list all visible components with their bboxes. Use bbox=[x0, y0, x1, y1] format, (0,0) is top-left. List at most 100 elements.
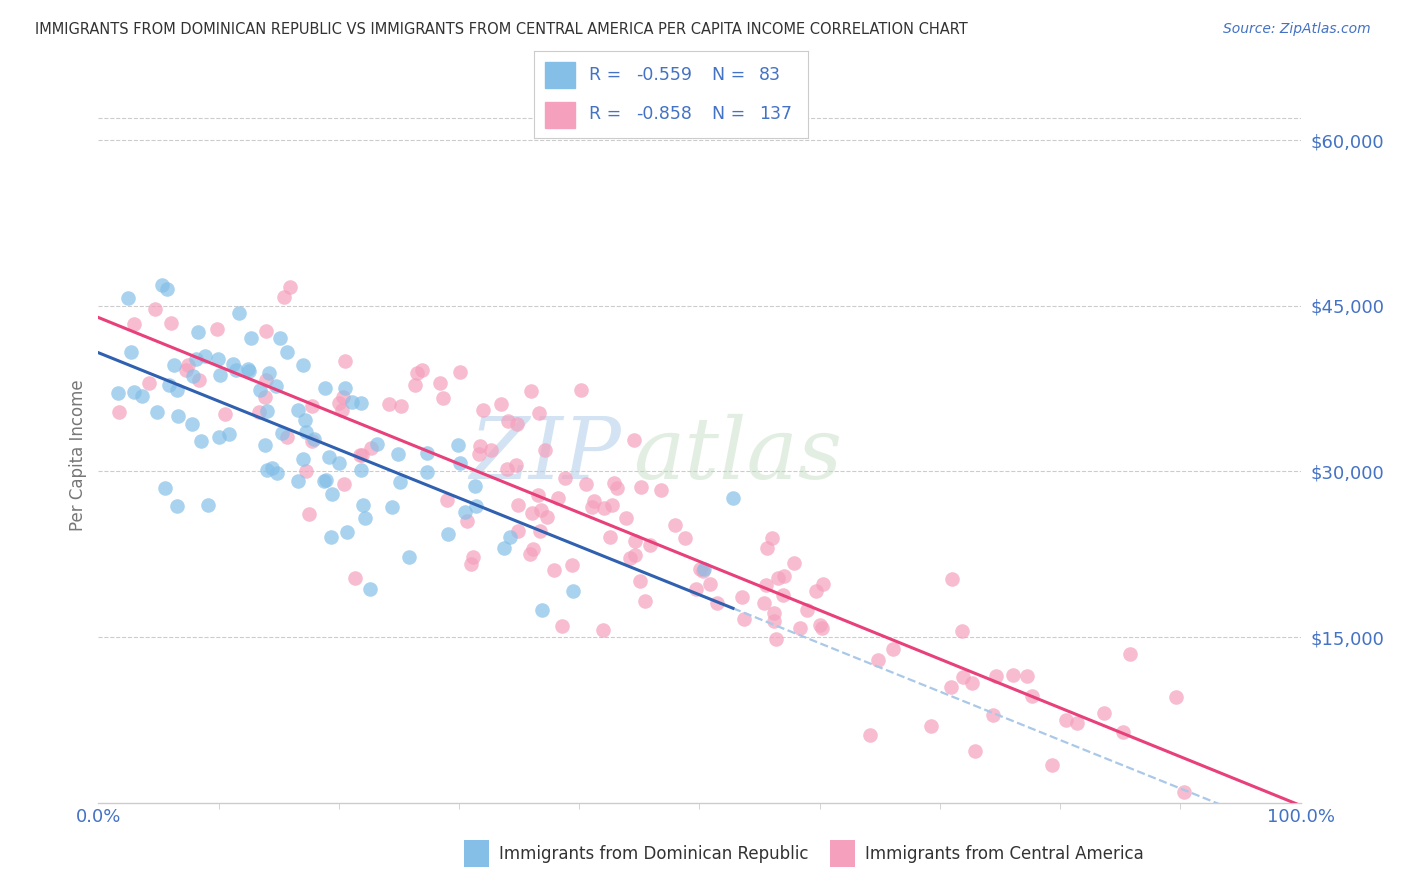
Point bbox=[342, 395, 364, 409]
Point bbox=[811, 621, 834, 635]
Point bbox=[221, 357, 243, 371]
Point bbox=[496, 414, 519, 428]
Point bbox=[530, 503, 553, 517]
Point bbox=[461, 550, 484, 565]
Text: R =: R = bbox=[589, 105, 627, 123]
Text: Source: ZipAtlas.com: Source: ZipAtlas.com bbox=[1223, 22, 1371, 37]
Point bbox=[187, 325, 209, 339]
Point bbox=[389, 399, 412, 413]
Point bbox=[763, 607, 786, 621]
Point bbox=[256, 404, 278, 418]
Point bbox=[291, 358, 314, 372]
Point bbox=[882, 641, 904, 656]
Point bbox=[253, 390, 276, 404]
Text: N =: N = bbox=[713, 66, 751, 84]
Point bbox=[366, 437, 388, 451]
Point bbox=[963, 744, 986, 758]
Point bbox=[166, 409, 188, 424]
Point bbox=[467, 447, 489, 461]
Point bbox=[287, 474, 309, 488]
Point bbox=[689, 562, 711, 576]
Point bbox=[1164, 690, 1187, 704]
Point bbox=[755, 578, 778, 592]
Point bbox=[146, 405, 169, 419]
Point bbox=[768, 572, 790, 586]
Point bbox=[592, 623, 614, 637]
Point bbox=[765, 632, 787, 647]
Point bbox=[950, 624, 973, 638]
Text: IMMIGRANTS FROM DOMINICAN REPUBLIC VS IMMIGRANTS FROM CENTRAL AMERICA PER CAPITA: IMMIGRANTS FROM DOMINICAN REPUBLIC VS IM… bbox=[35, 22, 967, 37]
Point bbox=[773, 569, 796, 583]
Point bbox=[664, 518, 686, 533]
Point bbox=[321, 487, 343, 501]
Bar bbox=[546, 102, 575, 128]
Point bbox=[920, 719, 942, 733]
Point bbox=[628, 574, 651, 588]
Point bbox=[256, 463, 278, 477]
Text: 83: 83 bbox=[759, 66, 782, 84]
Point bbox=[772, 588, 794, 602]
Point bbox=[1173, 785, 1195, 799]
Point bbox=[1001, 667, 1024, 681]
Point bbox=[254, 373, 277, 387]
Point bbox=[522, 541, 544, 556]
Point bbox=[155, 481, 177, 495]
Point bbox=[692, 564, 714, 578]
Point bbox=[236, 361, 259, 376]
Point bbox=[530, 603, 553, 617]
Point bbox=[138, 376, 160, 391]
Point bbox=[176, 363, 198, 377]
Point bbox=[1111, 725, 1133, 739]
Point bbox=[121, 345, 143, 359]
Point bbox=[551, 619, 574, 633]
Point bbox=[389, 475, 412, 489]
Point bbox=[194, 349, 217, 363]
Point bbox=[1092, 706, 1115, 720]
Point bbox=[350, 463, 373, 477]
Point bbox=[782, 557, 804, 571]
Text: -0.858: -0.858 bbox=[636, 105, 692, 123]
Text: 137: 137 bbox=[759, 105, 792, 123]
Point bbox=[624, 548, 647, 562]
Point bbox=[810, 618, 832, 632]
Point bbox=[554, 471, 576, 485]
Point bbox=[166, 499, 188, 513]
Point bbox=[699, 577, 721, 591]
Point bbox=[527, 487, 550, 501]
Point bbox=[804, 584, 827, 599]
Point bbox=[160, 316, 183, 330]
Point bbox=[1066, 716, 1088, 731]
Point bbox=[107, 386, 129, 401]
Point bbox=[214, 407, 236, 421]
Point bbox=[190, 434, 212, 448]
Point bbox=[117, 291, 139, 305]
Point bbox=[314, 381, 336, 395]
Point bbox=[150, 277, 173, 292]
Text: R =: R = bbox=[589, 66, 627, 84]
Point bbox=[650, 483, 672, 497]
Point bbox=[330, 403, 353, 417]
Point bbox=[122, 385, 145, 400]
Point bbox=[449, 365, 471, 379]
Point bbox=[721, 491, 744, 505]
Point bbox=[249, 383, 271, 397]
Point bbox=[333, 381, 356, 395]
Point bbox=[335, 354, 357, 368]
Point bbox=[298, 507, 321, 521]
Point bbox=[789, 621, 811, 635]
Y-axis label: Per Capita Income: Per Capita Income bbox=[69, 379, 87, 531]
Point bbox=[561, 558, 583, 573]
Point bbox=[446, 438, 468, 452]
Point bbox=[350, 448, 373, 462]
Point bbox=[619, 550, 641, 565]
Point bbox=[225, 362, 247, 376]
Point bbox=[359, 582, 381, 596]
Point bbox=[264, 379, 287, 393]
Point bbox=[606, 481, 628, 495]
Point bbox=[464, 479, 486, 493]
Point bbox=[332, 390, 354, 404]
Point bbox=[266, 467, 288, 481]
Bar bbox=[546, 62, 575, 88]
Point bbox=[269, 331, 291, 345]
Point bbox=[336, 524, 359, 539]
